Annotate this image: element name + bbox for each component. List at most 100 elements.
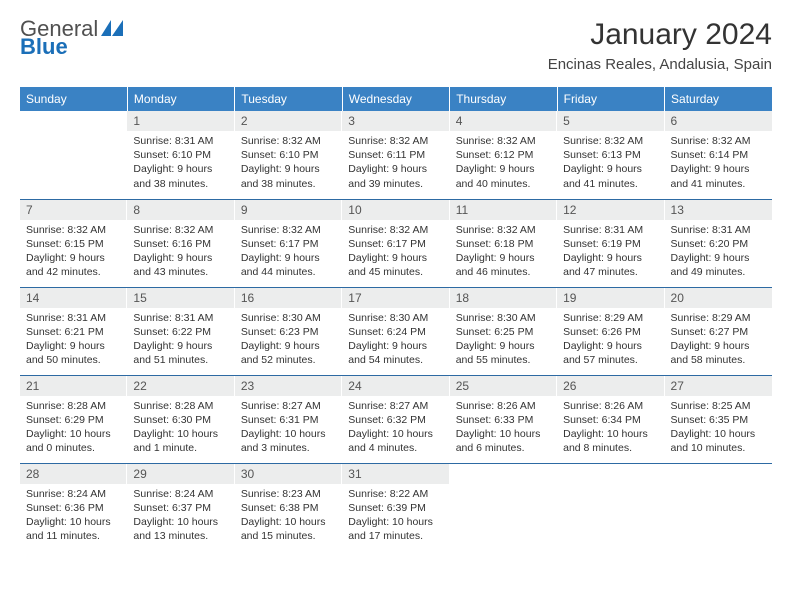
day-cell: 18Sunrise: 8:30 AMSunset: 6:25 PMDayligh… — [450, 287, 557, 375]
day-number: 19 — [557, 288, 664, 308]
day-cell: 5Sunrise: 8:32 AMSunset: 6:13 PMDaylight… — [557, 111, 664, 199]
day-number: 25 — [450, 376, 557, 396]
day-number: 18 — [450, 288, 557, 308]
day-number: 28 — [20, 464, 127, 484]
day-cell: 21Sunrise: 8:28 AMSunset: 6:29 PMDayligh… — [20, 375, 127, 463]
day-body: Sunrise: 8:24 AMSunset: 6:37 PMDaylight:… — [127, 484, 234, 550]
day-body: Sunrise: 8:24 AMSunset: 6:36 PMDaylight:… — [20, 484, 127, 550]
day-body: Sunrise: 8:25 AMSunset: 6:35 PMDaylight:… — [665, 396, 772, 462]
day-number: 15 — [127, 288, 234, 308]
day-cell: 2Sunrise: 8:32 AMSunset: 6:10 PMDaylight… — [235, 111, 342, 199]
empty-cell — [665, 463, 772, 551]
day-cell: 28Sunrise: 8:24 AMSunset: 6:36 PMDayligh… — [20, 463, 127, 551]
day-number — [557, 464, 664, 484]
day-number: 16 — [235, 288, 342, 308]
day-cell: 13Sunrise: 8:31 AMSunset: 6:20 PMDayligh… — [665, 199, 772, 287]
day-body: Sunrise: 8:31 AMSunset: 6:22 PMDaylight:… — [127, 308, 234, 374]
day-body: Sunrise: 8:32 AMSunset: 6:14 PMDaylight:… — [665, 131, 772, 197]
day-number: 9 — [235, 200, 342, 220]
day-number: 3 — [342, 111, 449, 131]
logo: General Blue — [20, 18, 123, 58]
day-number: 27 — [665, 376, 772, 396]
day-body: Sunrise: 8:32 AMSunset: 6:17 PMDaylight:… — [235, 220, 342, 286]
day-number: 14 — [20, 288, 127, 308]
day-cell: 10Sunrise: 8:32 AMSunset: 6:17 PMDayligh… — [342, 199, 449, 287]
day-number: 17 — [342, 288, 449, 308]
weekday-header: Thursday — [450, 87, 557, 111]
empty-cell — [450, 463, 557, 551]
empty-cell — [20, 111, 127, 199]
day-number: 6 — [665, 111, 772, 131]
calendar-row: 1Sunrise: 8:31 AMSunset: 6:10 PMDaylight… — [20, 111, 772, 199]
day-cell: 26Sunrise: 8:26 AMSunset: 6:34 PMDayligh… — [557, 375, 664, 463]
header: General Blue January 2024 Encinas Reales… — [20, 18, 772, 73]
day-cell: 12Sunrise: 8:31 AMSunset: 6:19 PMDayligh… — [557, 199, 664, 287]
day-body: Sunrise: 8:26 AMSunset: 6:34 PMDaylight:… — [557, 396, 664, 462]
day-cell: 23Sunrise: 8:27 AMSunset: 6:31 PMDayligh… — [235, 375, 342, 463]
day-body: Sunrise: 8:32 AMSunset: 6:10 PMDaylight:… — [235, 131, 342, 197]
day-body: Sunrise: 8:30 AMSunset: 6:25 PMDaylight:… — [450, 308, 557, 374]
day-number: 21 — [20, 376, 127, 396]
logo-text-block: General Blue — [20, 18, 123, 58]
logo-word-blue: Blue — [20, 34, 68, 59]
day-number — [450, 464, 557, 484]
day-body: Sunrise: 8:31 AMSunset: 6:20 PMDaylight:… — [665, 220, 772, 286]
page-title: January 2024 — [548, 18, 772, 52]
day-number: 13 — [665, 200, 772, 220]
day-cell: 17Sunrise: 8:30 AMSunset: 6:24 PMDayligh… — [342, 287, 449, 375]
day-cell: 16Sunrise: 8:30 AMSunset: 6:23 PMDayligh… — [235, 287, 342, 375]
day-number: 29 — [127, 464, 234, 484]
day-body: Sunrise: 8:32 AMSunset: 6:13 PMDaylight:… — [557, 131, 664, 197]
day-cell: 30Sunrise: 8:23 AMSunset: 6:38 PMDayligh… — [235, 463, 342, 551]
calendar: SundayMondayTuesdayWednesdayThursdayFrid… — [20, 87, 772, 551]
day-number: 31 — [342, 464, 449, 484]
day-number: 4 — [450, 111, 557, 131]
day-cell: 19Sunrise: 8:29 AMSunset: 6:26 PMDayligh… — [557, 287, 664, 375]
day-cell: 15Sunrise: 8:31 AMSunset: 6:22 PMDayligh… — [127, 287, 234, 375]
day-number: 5 — [557, 111, 664, 131]
day-cell: 22Sunrise: 8:28 AMSunset: 6:30 PMDayligh… — [127, 375, 234, 463]
day-number: 2 — [235, 111, 342, 131]
calendar-row: 14Sunrise: 8:31 AMSunset: 6:21 PMDayligh… — [20, 287, 772, 375]
day-body: Sunrise: 8:31 AMSunset: 6:21 PMDaylight:… — [20, 308, 127, 374]
day-cell: 3Sunrise: 8:32 AMSunset: 6:11 PMDaylight… — [342, 111, 449, 199]
day-body: Sunrise: 8:27 AMSunset: 6:32 PMDaylight:… — [342, 396, 449, 462]
day-number — [20, 111, 127, 131]
calendar-row: 21Sunrise: 8:28 AMSunset: 6:29 PMDayligh… — [20, 375, 772, 463]
title-block: January 2024 Encinas Reales, Andalusia, … — [548, 18, 772, 73]
location: Encinas Reales, Andalusia, Spain — [548, 56, 772, 73]
calendar-body: 1Sunrise: 8:31 AMSunset: 6:10 PMDaylight… — [20, 111, 772, 551]
day-cell: 6Sunrise: 8:32 AMSunset: 6:14 PMDaylight… — [665, 111, 772, 199]
day-cell: 27Sunrise: 8:25 AMSunset: 6:35 PMDayligh… — [665, 375, 772, 463]
day-number: 22 — [127, 376, 234, 396]
sail-icon — [101, 20, 123, 36]
day-number — [665, 464, 772, 484]
day-cell: 8Sunrise: 8:32 AMSunset: 6:16 PMDaylight… — [127, 199, 234, 287]
day-cell: 25Sunrise: 8:26 AMSunset: 6:33 PMDayligh… — [450, 375, 557, 463]
day-body: Sunrise: 8:28 AMSunset: 6:29 PMDaylight:… — [20, 396, 127, 462]
day-body: Sunrise: 8:30 AMSunset: 6:24 PMDaylight:… — [342, 308, 449, 374]
day-cell: 7Sunrise: 8:32 AMSunset: 6:15 PMDaylight… — [20, 199, 127, 287]
day-body: Sunrise: 8:32 AMSunset: 6:11 PMDaylight:… — [342, 131, 449, 197]
day-body: Sunrise: 8:32 AMSunset: 6:16 PMDaylight:… — [127, 220, 234, 286]
day-cell: 20Sunrise: 8:29 AMSunset: 6:27 PMDayligh… — [665, 287, 772, 375]
day-number: 1 — [127, 111, 234, 131]
empty-cell — [557, 463, 664, 551]
calendar-row: 7Sunrise: 8:32 AMSunset: 6:15 PMDaylight… — [20, 199, 772, 287]
day-number: 12 — [557, 200, 664, 220]
day-body: Sunrise: 8:29 AMSunset: 6:27 PMDaylight:… — [665, 308, 772, 374]
day-number: 8 — [127, 200, 234, 220]
day-body: Sunrise: 8:26 AMSunset: 6:33 PMDaylight:… — [450, 396, 557, 462]
day-cell: 4Sunrise: 8:32 AMSunset: 6:12 PMDaylight… — [450, 111, 557, 199]
day-cell: 24Sunrise: 8:27 AMSunset: 6:32 PMDayligh… — [342, 375, 449, 463]
day-number: 30 — [235, 464, 342, 484]
day-cell: 9Sunrise: 8:32 AMSunset: 6:17 PMDaylight… — [235, 199, 342, 287]
day-body: Sunrise: 8:22 AMSunset: 6:39 PMDaylight:… — [342, 484, 449, 550]
day-body: Sunrise: 8:32 AMSunset: 6:15 PMDaylight:… — [20, 220, 127, 286]
day-body: Sunrise: 8:31 AMSunset: 6:19 PMDaylight:… — [557, 220, 664, 286]
day-cell: 31Sunrise: 8:22 AMSunset: 6:39 PMDayligh… — [342, 463, 449, 551]
weekday-header: Saturday — [665, 87, 772, 111]
day-cell: 14Sunrise: 8:31 AMSunset: 6:21 PMDayligh… — [20, 287, 127, 375]
weekday-header: Sunday — [20, 87, 127, 111]
day-body: Sunrise: 8:30 AMSunset: 6:23 PMDaylight:… — [235, 308, 342, 374]
